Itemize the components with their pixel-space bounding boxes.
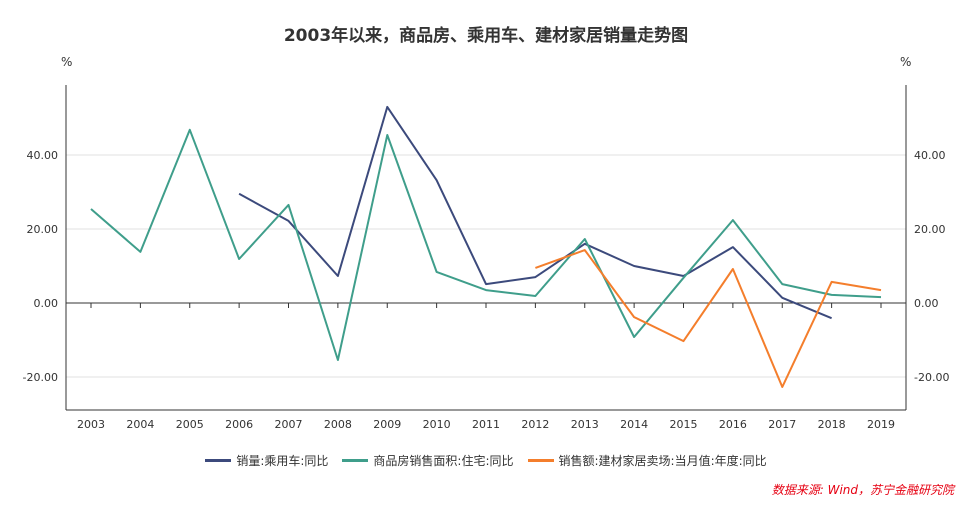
- right-tick-label: 40.00: [914, 149, 946, 162]
- source-note: 数据来源: Wind，苏宁金融研究院: [771, 483, 954, 497]
- legend-swatch: [205, 459, 232, 462]
- left-tick-label: 0.00: [34, 297, 59, 310]
- legend-swatch: [527, 459, 554, 462]
- right-axis-unit: %: [900, 55, 912, 69]
- left-tick-label: 20.00: [27, 223, 59, 236]
- x-tick-label: 2004: [126, 418, 154, 431]
- x-tick-label: 2016: [719, 418, 747, 431]
- x-tick-label: 2008: [324, 418, 352, 431]
- x-tick-label: 2006: [225, 418, 253, 431]
- right-tick-label: -20.00: [914, 371, 949, 384]
- x-tick-label: 2005: [176, 418, 204, 431]
- right-tick-label: 20.00: [914, 223, 946, 236]
- legend-label: 商品房销售面积:住宅:同比: [373, 454, 514, 468]
- x-tick-label: 2018: [818, 418, 846, 431]
- x-tick-label: 2019: [867, 418, 895, 431]
- left-axis-unit: %: [61, 55, 73, 69]
- series-line-1: [90, 128, 882, 361]
- chart-title: 2003年以来，商品房、乘用车、建材家居销量走势图: [283, 26, 689, 46]
- legend-item[interactable]: 销售额:建材家居卖场:当月值:年度:同比: [527, 452, 767, 469]
- x-tick-label: 2011: [472, 418, 500, 431]
- series-line-2: [535, 249, 882, 388]
- legend-item[interactable]: 商品房销售面积:住宅:同比: [342, 452, 514, 469]
- x-tick-label: 2012: [521, 418, 549, 431]
- x-tick-label: 2003: [77, 418, 105, 431]
- x-tick-label: 2017: [768, 418, 796, 431]
- left-tick-label: 40.00: [27, 149, 59, 162]
- x-tick-label: 2010: [423, 418, 451, 431]
- x-tick-label: 2015: [670, 418, 698, 431]
- x-tick-label: 2013: [571, 418, 599, 431]
- right-tick-label: 0.00: [914, 297, 939, 310]
- x-tick-label: 2007: [275, 418, 303, 431]
- left-tick-label: -20.00: [23, 371, 58, 384]
- x-tick-label: 2009: [373, 418, 401, 431]
- legend-item[interactable]: 销量:乘用车:同比: [205, 452, 328, 469]
- series-line-0: [238, 105, 832, 320]
- legend-label: 销售额:建材家居卖场:当月值:年度:同比: [558, 454, 767, 468]
- legend-swatch: [342, 459, 369, 462]
- legend: 销量:乘用车:同比 商品房销售面积:住宅:同比 销售额:建材家居卖场:当月值:年度:…: [0, 452, 972, 469]
- legend-label: 销量:乘用车:同比: [236, 454, 329, 468]
- x-tick-label: 2014: [620, 418, 648, 431]
